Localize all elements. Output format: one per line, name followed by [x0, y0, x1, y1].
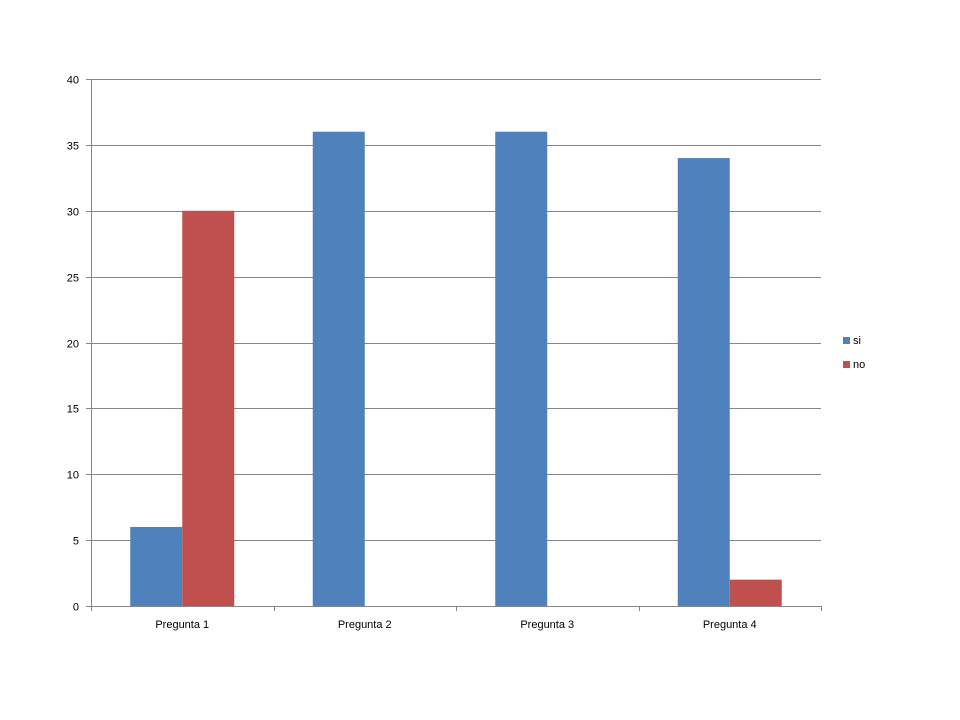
x-tick-labels: Pregunta 1 Pregunta 2 Pregunta 3 Pregunta 4 — [155, 619, 756, 631]
y-tick-label: 40 — [67, 75, 79, 87]
x-tick-label: Pregunta 1 — [155, 619, 209, 631]
x-tick-label: Pregunta 2 — [338, 619, 392, 631]
bar-si-1 — [130, 526, 183, 606]
bar-si-3 — [495, 131, 548, 606]
y-tick-label: 30 — [67, 207, 79, 219]
bar-no-4 — [729, 579, 782, 606]
legend-swatch-no — [843, 361, 850, 368]
y-tick-label: 25 — [67, 273, 79, 285]
bar-si-4 — [677, 158, 730, 607]
y-tick-label: 0 — [73, 602, 79, 614]
legend-label-no: no — [853, 359, 865, 371]
bar-si-2 — [312, 131, 365, 606]
y-tick-labels: 0 5 10 15 20 25 30 35 40 — [67, 75, 79, 614]
x-tick-label: Pregunta 3 — [520, 619, 574, 631]
axes — [86, 79, 822, 611]
y-tick-label: 20 — [67, 339, 79, 351]
bars — [130, 131, 782, 607]
bar-no-1 — [182, 210, 235, 606]
legend-swatch-si — [843, 337, 850, 344]
y-tick-label: 35 — [67, 141, 79, 153]
y-tick-label: 15 — [67, 404, 79, 416]
y-tick-label: 10 — [67, 470, 79, 482]
x-tick-label: Pregunta 4 — [703, 619, 757, 631]
legend: si no — [843, 335, 865, 371]
legend-label-si: si — [853, 335, 861, 347]
y-tick-label: 5 — [73, 536, 79, 548]
